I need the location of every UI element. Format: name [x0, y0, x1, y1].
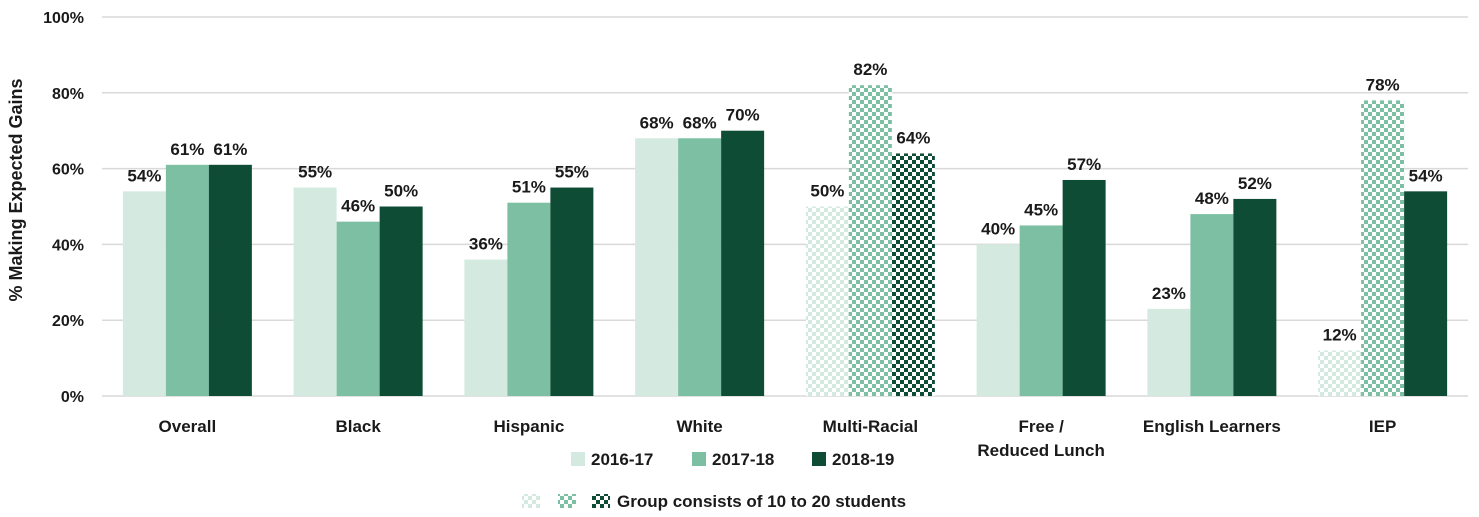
data-label: 57% — [1067, 155, 1101, 174]
legend-pattern-note: Group consists of 10 to 20 students — [522, 492, 906, 511]
data-label: 48% — [1195, 189, 1229, 208]
y-tick-label: 100% — [43, 10, 84, 27]
bar — [1062, 179, 1106, 396]
bar — [1361, 100, 1405, 396]
x-category-label: IEP — [1369, 417, 1396, 436]
legend-swatch — [692, 452, 706, 466]
legend-swatch — [812, 452, 826, 466]
bar — [550, 187, 594, 396]
data-label: 23% — [1152, 284, 1186, 303]
bar — [122, 191, 166, 396]
y-tick-label: 20% — [52, 313, 84, 330]
x-category-label: Free / Reduced Lunch — [977, 417, 1105, 460]
data-label: 64% — [896, 128, 930, 147]
legend-label: 2018-19 — [832, 450, 894, 469]
data-label: 54% — [1409, 166, 1443, 185]
bar — [336, 221, 380, 396]
y-axis-label: % Making Expected Gains — [6, 78, 26, 301]
bar — [848, 85, 892, 396]
legend-pattern-swatch — [522, 494, 540, 508]
legend-swatch — [571, 452, 585, 466]
legend: 2016-17 2017-18 2018-19 Group consists of 1… — [522, 450, 906, 511]
bar — [805, 206, 849, 396]
bar — [1147, 308, 1191, 396]
legend-entry: 2017-18 — [692, 450, 774, 469]
y-tick-label: 60% — [52, 162, 84, 179]
y-tick-label: 0% — [61, 389, 84, 406]
bar — [976, 244, 1020, 396]
bar — [635, 138, 679, 396]
bar — [1233, 198, 1277, 396]
bar — [891, 153, 935, 396]
bar — [1404, 191, 1448, 396]
x-category-label: English Learners — [1143, 417, 1281, 436]
bar — [165, 164, 209, 396]
data-label: 40% — [981, 219, 1015, 238]
legend-entry: 2018-19 — [812, 450, 894, 469]
bar — [1190, 214, 1234, 396]
data-label: 68% — [683, 113, 717, 132]
data-label: 46% — [341, 197, 375, 216]
legend-label: 2016-17 — [591, 450, 653, 469]
x-axis-categories: Overall Black Hispanic White Multi-Racial Fre… — [159, 417, 1397, 460]
data-label: 52% — [1238, 174, 1272, 193]
y-tick-label: 80% — [52, 86, 84, 103]
data-label: 36% — [469, 235, 503, 254]
data-label: 55% — [555, 163, 589, 182]
data-label: 70% — [726, 106, 760, 125]
bar — [721, 130, 765, 396]
data-label: 61% — [213, 140, 247, 159]
data-label: 50% — [384, 182, 418, 201]
legend-label: 2017-18 — [712, 450, 774, 469]
bar — [507, 202, 551, 396]
bar — [464, 259, 508, 396]
y-tick-label: 40% — [52, 237, 84, 254]
data-label: 82% — [853, 60, 887, 79]
bar — [379, 206, 423, 396]
data-label: 54% — [127, 166, 161, 185]
x-category-label: White — [676, 417, 722, 436]
bar — [678, 138, 722, 396]
data-label: 51% — [512, 178, 546, 197]
x-category-label: Hispanic — [493, 417, 564, 436]
legend-pattern-swatch — [592, 494, 610, 508]
data-label: 45% — [1024, 200, 1058, 219]
data-label: 78% — [1366, 75, 1400, 94]
legend-pattern-label: Group consists of 10 to 20 students — [617, 492, 906, 511]
data-label: 50% — [810, 182, 844, 201]
x-category-label: Multi-Racial — [823, 417, 918, 436]
data-labels: 54% 61% 61% 55% 46% 50% 36% 51% 55% 68% 68% 70% 50% 8… — [127, 60, 1442, 344]
data-label: 55% — [298, 163, 332, 182]
legend-entry: 2016-17 — [571, 450, 653, 469]
data-label: 12% — [1323, 326, 1357, 345]
data-label: 68% — [640, 113, 674, 132]
bars — [122, 85, 1448, 396]
legend-pattern-swatch — [558, 494, 576, 508]
x-category-label: Overall — [159, 417, 217, 436]
bar — [293, 187, 337, 396]
x-category-label: Black — [335, 417, 381, 436]
bar — [208, 164, 252, 396]
data-label: 61% — [170, 140, 204, 159]
bar — [1318, 350, 1362, 396]
y-axis-ticks: 0% 20% 40% 60% 80% 100% — [43, 10, 84, 406]
bar — [1019, 225, 1063, 396]
